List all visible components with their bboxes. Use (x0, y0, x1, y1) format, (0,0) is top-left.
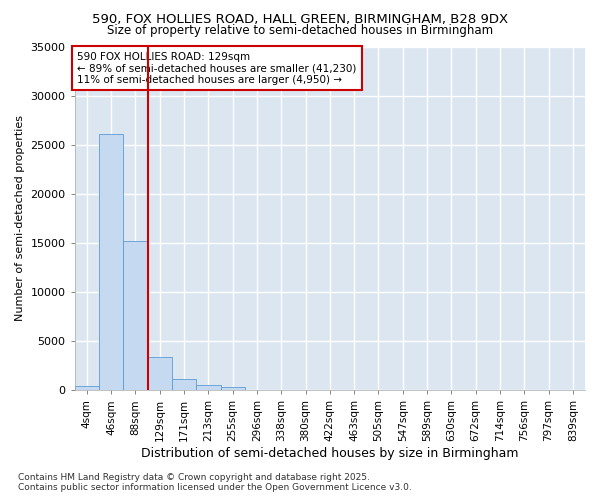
Bar (148, 358, 172, 390)
Text: Contains HM Land Registry data © Crown copyright and database right 2025.
Contai: Contains HM Land Registry data © Crown c… (18, 473, 412, 492)
Y-axis label: Number of semi-detached properties: Number of semi-detached properties (15, 116, 25, 322)
Text: Size of property relative to semi-detached houses in Birmingham: Size of property relative to semi-detach… (107, 24, 493, 37)
Bar (75, 386, 99, 390)
Text: 590, FOX HOLLIES ROAD, HALL GREEN, BIRMINGHAM, B28 9DX: 590, FOX HOLLIES ROAD, HALL GREEN, BIRMI… (92, 12, 508, 26)
Bar (221, 387, 245, 390)
Text: 590 FOX HOLLIES ROAD: 129sqm
← 89% of semi-detached houses are smaller (41,230)
: 590 FOX HOLLIES ROAD: 129sqm ← 89% of se… (77, 52, 356, 85)
Bar (124, 241, 148, 390)
X-axis label: Distribution of semi-detached houses by size in Birmingham: Distribution of semi-detached houses by … (141, 447, 518, 460)
Bar (172, 379, 196, 390)
Bar (196, 386, 221, 390)
Bar (99, 134, 124, 390)
